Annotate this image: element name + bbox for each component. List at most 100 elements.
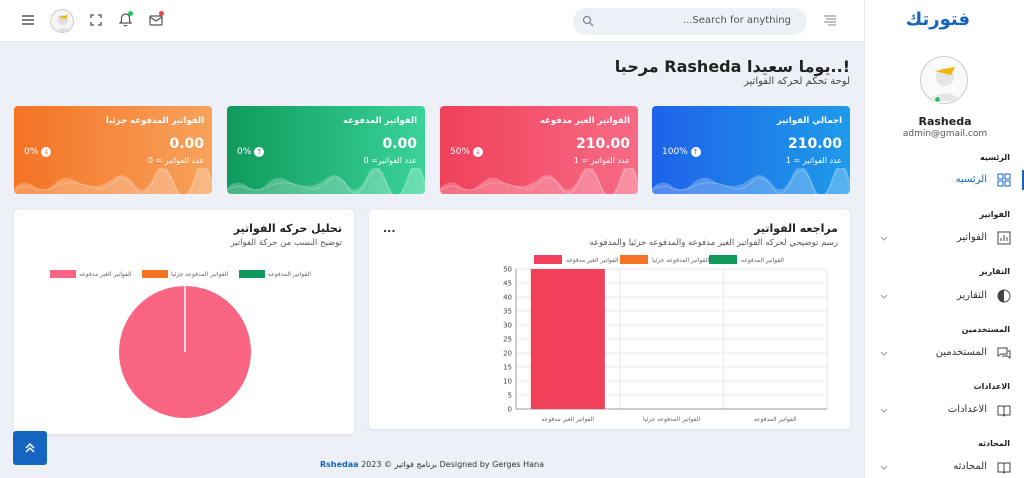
search-input[interactable]: ...Search for anything bbox=[573, 8, 807, 35]
sidebar-item-label: الرئسيه bbox=[955, 174, 987, 185]
sidebar-item-invoices[interactable]: الفواتير bbox=[879, 228, 1024, 248]
section-title-chat: المحادثه bbox=[978, 439, 1010, 448]
card-value: 210.00 bbox=[575, 136, 630, 152]
legend-swatch bbox=[709, 255, 737, 264]
card-wave bbox=[440, 168, 638, 194]
section-title-home: الرئسيه bbox=[980, 153, 1010, 162]
card-count: عدد الفواتير = 1 bbox=[785, 156, 842, 165]
sidebar-item-chat[interactable]: المحادثه bbox=[879, 457, 1024, 477]
legend-label: الفواتير المدفوعه bbox=[268, 271, 311, 278]
card-percent: 50% ↓ bbox=[450, 147, 484, 157]
card-count: عدد الفواتير= 0 bbox=[363, 156, 417, 165]
y-tick-label: 40 bbox=[503, 294, 512, 302]
online-status-dot bbox=[934, 96, 941, 103]
y-tick-label: 5 bbox=[508, 392, 512, 400]
chevron-down-icon bbox=[879, 405, 889, 415]
avatar[interactable] bbox=[50, 9, 74, 33]
pie-chart-icon bbox=[997, 289, 1011, 303]
chat-icon bbox=[997, 346, 1011, 360]
legend-swatch bbox=[534, 255, 562, 264]
summary-card: الفواتير المدفوعه 0.00 عدد الفواتير= 0 0% ↑ bbox=[227, 106, 425, 194]
user-name: Rasheda bbox=[918, 115, 972, 128]
y-tick-label: 25 bbox=[503, 336, 512, 344]
summary-card: اجمالي الفواتير 210.00 عدد الفواتير = 1 100… bbox=[652, 106, 850, 194]
card-wave bbox=[14, 168, 212, 194]
card-percent: 0% ↓ bbox=[24, 147, 52, 157]
card-percent-value: 0% bbox=[237, 147, 252, 157]
card-percent: 100% ↑ bbox=[662, 147, 701, 157]
book-icon bbox=[997, 460, 1011, 474]
align-right-icon[interactable] bbox=[822, 12, 838, 28]
pie-chart: الفواتير الغير مدفوعه الفواتير المدفوعه ج… bbox=[50, 270, 311, 418]
bell-icon[interactable] bbox=[117, 11, 133, 28]
legend-label: الفواتير المدفوعه جزئيا bbox=[652, 257, 709, 264]
legend-swatch bbox=[620, 255, 648, 264]
notification-dot bbox=[128, 11, 133, 16]
card-wave bbox=[652, 168, 850, 194]
card-value: 210.00 bbox=[787, 136, 842, 152]
card-value: 0.00 bbox=[382, 136, 417, 152]
legend-label: الفواتير الغير مدفوعه bbox=[79, 271, 132, 278]
footer-text: برنامج فواتير © 2023 Designed by Gerges … bbox=[361, 460, 545, 469]
book-icon bbox=[997, 403, 1011, 417]
fullscreen-icon[interactable] bbox=[88, 12, 104, 28]
page-title: مرحبا Rasheda يوما سعيدا..! bbox=[614, 57, 850, 76]
section-title-reports: التقارير bbox=[979, 267, 1010, 276]
legend-label: الفواتير المدفوعه جزئيا bbox=[171, 271, 228, 278]
panel-subtitle: رسم توضيحي لحركه الفواتير الغير مدفوعه و… bbox=[589, 238, 838, 248]
chevron-down-icon bbox=[879, 291, 889, 301]
sidebar-item-reports[interactable]: التقارير bbox=[879, 286, 1024, 306]
y-tick-label: 35 bbox=[503, 308, 512, 316]
sidebar-item-label: الفواتير bbox=[956, 232, 987, 243]
card-title: الفواتير المدفوعه bbox=[343, 116, 417, 126]
search-icon bbox=[582, 15, 594, 27]
arrow-up-icon: ↑ bbox=[690, 147, 701, 157]
section-title-invoices: الفواتير bbox=[979, 210, 1010, 219]
pie-chart-panel: تحليل حركه الفواتير توضيح النسب من حركة … bbox=[14, 210, 354, 434]
user-email: admin@gmail.com bbox=[902, 129, 988, 139]
chevron-down-icon bbox=[879, 348, 889, 358]
footer: Rshedaa برنامج فواتير © 2023 Designed by… bbox=[0, 460, 864, 469]
arrow-down-icon: ↓ bbox=[473, 147, 484, 157]
profile-avatar[interactable] bbox=[920, 56, 968, 104]
summary-card: الفواتير الغير مدفوعه 210.00 عدد الفواتير … bbox=[440, 106, 638, 194]
y-tick-label: 10 bbox=[503, 378, 512, 386]
sidebar-item-users[interactable]: المستخدمين bbox=[879, 343, 1024, 363]
menu-icon[interactable] bbox=[20, 12, 36, 28]
bar-chart-panel: مراجعه الفواتير رسم توضيحي لحركه الفواتي… bbox=[369, 210, 850, 429]
section-title-settings: الاعدادات bbox=[973, 382, 1010, 391]
more-menu-button[interactable]: ... bbox=[383, 222, 396, 235]
card-percent-value: 100% bbox=[662, 147, 688, 157]
page-subtitle: لوحة تحكم لحركه الفواتير bbox=[744, 76, 850, 87]
bar-chart-icon bbox=[997, 231, 1011, 245]
sidebar-item-label: المحادثه bbox=[953, 461, 987, 472]
card-title: الفواتير الغير مدفوعه bbox=[539, 116, 630, 126]
footer-brand[interactable]: Rshedaa bbox=[319, 460, 359, 469]
card-percent: 0% ↑ bbox=[237, 147, 265, 157]
y-tick-label: 0 bbox=[508, 406, 512, 414]
card-value: 0.00 bbox=[169, 136, 204, 152]
panel-title: تحليل حركه الفواتير bbox=[233, 222, 342, 235]
x-tick-label: الفواتير الغير مدفوعه bbox=[542, 416, 595, 423]
panel-title: مراجعه الفواتير bbox=[753, 222, 838, 235]
mail-dot bbox=[159, 11, 164, 16]
app-logo[interactable]: فتورتك bbox=[905, 9, 970, 30]
top-bar: ...Search for anything bbox=[0, 0, 864, 42]
section-title-users: المستخدمين bbox=[961, 325, 1010, 334]
chevron-down-icon bbox=[879, 233, 889, 243]
active-indicator bbox=[1022, 170, 1024, 190]
double-chevron-up-icon bbox=[25, 442, 35, 453]
x-tick-label: الفواتير المدفوعه bbox=[754, 416, 797, 423]
legend-label: الفواتير الغير مدفوعه bbox=[566, 257, 619, 264]
legend-swatch bbox=[50, 270, 76, 278]
y-tick-label: 15 bbox=[503, 364, 512, 372]
y-tick-label: 50 bbox=[503, 266, 512, 274]
sidebar-item-settings[interactable]: الاعدادات bbox=[879, 400, 1024, 420]
scroll-to-top-button[interactable] bbox=[13, 431, 47, 465]
arrow-down-icon: ↓ bbox=[41, 147, 52, 157]
legend-swatch bbox=[239, 270, 265, 278]
sidebar-item-home[interactable]: الرئسيه bbox=[879, 170, 1024, 190]
bar-chart: الفواتير الغير مدفوعه الفواتير المدفوعه ج… bbox=[503, 255, 828, 423]
card-count: عدد الفواتير = 0 bbox=[147, 156, 204, 165]
mail-icon[interactable] bbox=[148, 11, 164, 28]
